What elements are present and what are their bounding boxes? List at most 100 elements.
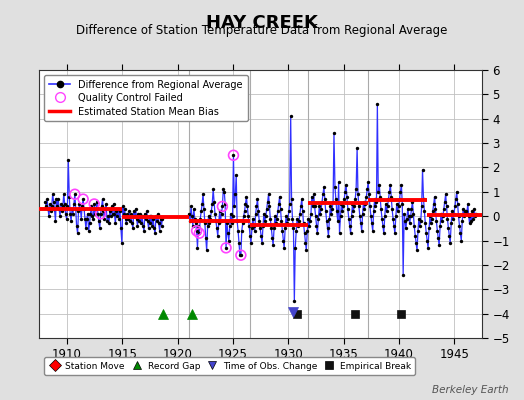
Point	[218, 203, 226, 210]
Point	[42, 203, 50, 210]
Point	[309, 203, 317, 210]
Point	[390, 223, 398, 229]
Point	[113, 213, 122, 219]
Point	[442, 203, 451, 210]
Point	[88, 213, 96, 219]
Point	[355, 203, 363, 210]
Point	[268, 235, 276, 241]
Point	[83, 216, 91, 222]
Point	[345, 223, 354, 229]
Point	[230, 152, 238, 158]
Point	[459, 206, 467, 212]
Point	[269, 242, 277, 249]
Point	[359, 198, 368, 205]
Point	[451, 203, 459, 210]
Point	[368, 220, 376, 227]
Point	[467, 218, 476, 224]
Point	[436, 223, 444, 229]
Point	[329, 198, 337, 205]
Point	[197, 208, 205, 214]
Point	[450, 210, 458, 217]
Point	[106, 208, 114, 214]
Point	[252, 210, 260, 217]
Point	[51, 218, 60, 224]
Point	[293, 216, 301, 222]
Point	[263, 206, 271, 212]
Point	[241, 201, 249, 207]
Point	[437, 210, 445, 217]
Point	[441, 191, 450, 198]
Point	[287, 196, 296, 202]
Point	[449, 216, 457, 222]
Point	[231, 191, 239, 198]
Point	[133, 223, 141, 229]
Point	[216, 218, 225, 224]
Point	[396, 189, 405, 195]
Point	[303, 228, 311, 234]
Point	[454, 213, 463, 219]
Point	[391, 213, 400, 219]
Point	[319, 191, 327, 198]
Point	[207, 208, 215, 214]
Point	[290, 298, 299, 305]
Point	[384, 203, 392, 210]
Point	[344, 206, 352, 212]
Point	[453, 201, 462, 207]
Point	[406, 220, 414, 227]
Point	[79, 196, 88, 202]
Point	[418, 167, 427, 173]
Point	[429, 208, 437, 214]
Point	[95, 225, 104, 232]
Point	[339, 203, 347, 210]
Text: Berkeley Earth: Berkeley Earth	[432, 385, 508, 395]
Point	[278, 228, 287, 234]
Point	[63, 203, 72, 210]
Point	[92, 206, 100, 212]
Point	[100, 216, 108, 222]
Point	[347, 213, 356, 219]
Point	[411, 232, 419, 239]
Point	[419, 196, 428, 202]
Point	[245, 223, 254, 229]
Point	[384, 196, 392, 202]
Point	[49, 191, 57, 198]
Point	[204, 213, 213, 219]
Point	[196, 216, 204, 222]
Point	[72, 223, 81, 229]
Point	[110, 201, 118, 207]
Point	[200, 206, 208, 212]
Point	[147, 213, 156, 219]
Point	[48, 203, 56, 210]
Point	[360, 206, 368, 212]
Point	[85, 220, 94, 227]
Point	[54, 196, 62, 202]
Point	[96, 210, 105, 217]
Point	[234, 228, 242, 234]
Point	[198, 201, 206, 207]
Point	[443, 216, 452, 222]
Point	[191, 216, 199, 222]
Text: Difference of Station Temperature Data from Regional Average: Difference of Station Temperature Data f…	[77, 24, 447, 37]
Point	[186, 218, 194, 224]
Point	[363, 186, 372, 192]
Point	[272, 216, 281, 222]
Point	[61, 210, 70, 217]
Point	[217, 210, 226, 217]
Point	[201, 220, 209, 227]
Point	[239, 213, 248, 219]
Point	[463, 210, 471, 217]
Point	[421, 220, 430, 227]
Point	[466, 210, 475, 217]
Point	[428, 216, 436, 222]
Point	[41, 198, 49, 205]
Point	[413, 247, 421, 254]
Point	[334, 218, 342, 224]
Point	[260, 218, 269, 224]
Point	[438, 218, 446, 224]
Point	[80, 206, 88, 212]
Point	[228, 213, 237, 219]
Point	[49, 198, 58, 205]
Point	[138, 213, 146, 219]
Point	[89, 216, 97, 222]
Point	[370, 196, 379, 202]
